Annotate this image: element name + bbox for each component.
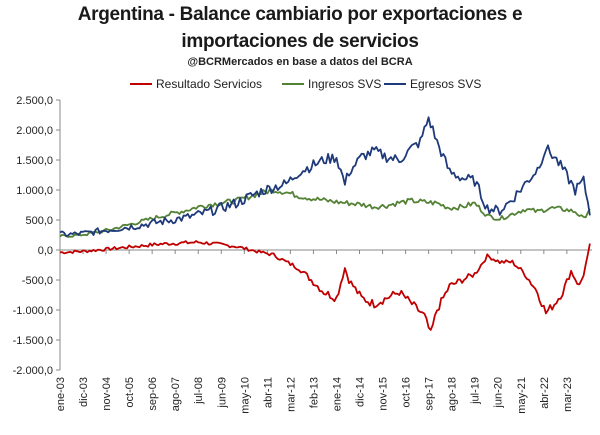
x-tick-label: may-21	[516, 377, 528, 414]
x-tick-label: jul-19	[470, 377, 482, 405]
x-tick-label: oct-05	[124, 377, 136, 408]
x-tick-label: oct-16	[401, 377, 413, 408]
chart-title-line1: Argentina - Balance cambiario por export…	[77, 4, 523, 25]
x-tick-label: dic-03	[78, 377, 90, 407]
y-tick-label: -2.000,0	[13, 365, 53, 377]
legend-label: Egresos SVS	[410, 77, 481, 91]
x-tick-label: ene-03	[55, 377, 67, 411]
y-tick-label: 1.000,0	[16, 185, 53, 197]
x-tick-label: abr-22	[539, 377, 551, 409]
series-line-egresos-svs	[59, 116, 591, 238]
y-tick-label: -500,0	[22, 275, 53, 287]
chart-subtitle: @BCRMercados en base a datos del BCRA	[187, 56, 413, 68]
y-tick-label: 1.500,0	[16, 155, 53, 167]
y-axis: 2.500,0 2.000,0 1.500,0 1.000,0 500,0 0,0 -500…	[13, 95, 61, 377]
x-tick-label: dic-14	[355, 377, 367, 407]
legend-item: Resultado Servicios	[130, 77, 262, 91]
y-tick-label: 0,0	[38, 245, 53, 257]
series-line-resultado-servicios	[59, 240, 591, 331]
x-tick-label: nov-04	[101, 377, 113, 411]
x-tick-label: sep-17	[424, 377, 436, 411]
x-tick-label: jun-09	[216, 377, 228, 409]
x-tick-label: ago-07	[170, 377, 182, 411]
x-axis: ene-03 dic-03 nov-04 oct-05 sep-06 ago-07 jul-…	[55, 249, 592, 414]
x-tick-label: jun-20	[493, 377, 505, 409]
series-line-ingresos-svs	[59, 188, 591, 238]
legend-label: Ingresos SVS	[308, 77, 381, 91]
legend-item: Ingresos SVS	[282, 77, 381, 91]
legend-label: Resultado Servicios	[156, 77, 262, 91]
y-tick-label: 500,0	[25, 215, 53, 227]
x-tick-label: mar-23	[562, 377, 574, 412]
legend: Resultado Servicios Ingresos SVS Egresos S…	[130, 77, 481, 91]
y-tick-label: -1.000,0	[13, 305, 53, 317]
y-tick-label: 2.500,0	[16, 95, 53, 107]
series-group	[59, 116, 591, 331]
x-tick-label: feb-13	[308, 377, 320, 408]
y-tick-label: -1.500,0	[13, 335, 53, 347]
x-tick-label: ene-14	[331, 377, 343, 411]
y-tick-label: 2.000,0	[16, 125, 53, 137]
x-tick-label: sep-06	[147, 377, 159, 411]
chart-title-line2: importaciones de servicios	[181, 31, 419, 52]
x-tick-label: jul-08	[193, 377, 205, 405]
x-tick-label: abr-11	[262, 377, 274, 408]
x-tick-label: ago-18	[447, 377, 459, 411]
x-tick-label: mar-12	[285, 377, 297, 412]
legend-item: Egresos SVS	[384, 77, 481, 91]
x-tick-label: nov-15	[378, 377, 390, 411]
x-tick-label: may-10	[239, 377, 251, 414]
